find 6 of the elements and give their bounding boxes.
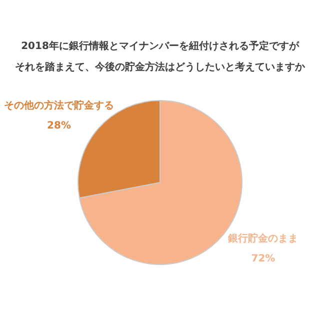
slice-label: 銀行貯金のまま	[227, 232, 298, 245]
data-label: 72%	[251, 254, 276, 265]
slice-label: その他の方法で貯金する	[4, 100, 114, 112]
chart-subtitle: それを踏まえて、今後の貯金方法はどうしたいと考えていますか	[15, 62, 305, 73]
chart-title: 2018年に銀行情報とマイナンバーを紐付けされる予定ですが	[21, 41, 299, 52]
data-label: 28%	[47, 120, 71, 132]
